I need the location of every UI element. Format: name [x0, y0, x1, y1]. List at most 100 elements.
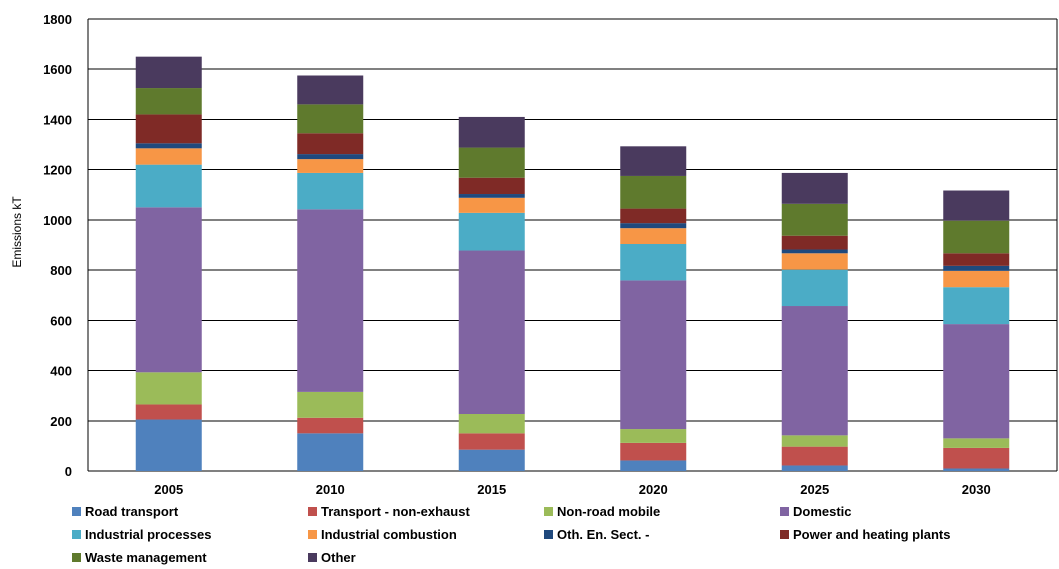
bar-segment — [781, 306, 848, 436]
y-tick-label: 800 — [50, 263, 72, 278]
legend-swatch — [308, 530, 317, 539]
y-tick-label: 400 — [50, 364, 72, 379]
bar-segment — [620, 223, 687, 229]
bar-segment — [135, 56, 202, 89]
axes — [87, 19, 1058, 471]
legend-label: Industrial combustion — [321, 527, 457, 542]
bar-segment — [943, 253, 1010, 266]
bar-segment — [620, 208, 687, 224]
bar-segment — [943, 438, 1010, 448]
bar-segment — [135, 207, 202, 373]
bar-segment — [781, 172, 848, 204]
legend-label: Transport - non-exhaust — [321, 504, 470, 519]
bar-segment — [620, 460, 687, 471]
bar-segment — [297, 433, 364, 471]
bar-segment — [781, 446, 848, 466]
bar-segment — [943, 468, 1010, 471]
bar-segment — [620, 175, 687, 209]
bar-segment — [135, 114, 202, 144]
y-tick-label: 1200 — [43, 163, 72, 178]
bar-segment — [620, 280, 687, 430]
legend-swatch — [72, 553, 81, 562]
x-tick-label: 2020 — [639, 482, 668, 497]
bar-segment — [781, 435, 848, 447]
bar-segment — [458, 177, 525, 195]
bar-segment — [297, 391, 364, 418]
y-tick-label: 1800 — [43, 12, 72, 27]
y-tick-label: 0 — [65, 464, 72, 479]
bar-segment — [458, 194, 525, 198]
bar-segment — [297, 172, 364, 210]
y-tick-label: 1400 — [43, 112, 72, 127]
bar-segment — [781, 249, 848, 254]
bar-segment — [458, 449, 525, 471]
y-tick-label: 1000 — [43, 213, 72, 228]
bar-segment — [943, 287, 1010, 325]
bar-segment — [297, 209, 364, 392]
bar-segment — [135, 143, 202, 149]
bar-segment — [943, 190, 1010, 221]
x-tick-label: 2025 — [800, 482, 829, 497]
y-tick-label: 1600 — [43, 62, 72, 77]
bar-segment — [135, 419, 202, 471]
bar-segment — [297, 159, 364, 173]
bar-segment — [781, 269, 848, 307]
bar-segment — [620, 146, 687, 176]
bar-segment — [458, 250, 525, 414]
legend-swatch — [72, 507, 81, 516]
bar-segment — [943, 447, 1010, 469]
bar-segment — [458, 147, 525, 178]
legend-label: Oth. En. Sect. - — [557, 527, 649, 542]
bar-segment — [458, 212, 525, 251]
bar-segment — [620, 429, 687, 443]
legend-swatch — [544, 530, 553, 539]
bar-segment — [943, 220, 1010, 254]
gridlines — [88, 18, 1057, 472]
legend-swatch — [544, 507, 553, 516]
legend-label: Non-road mobile — [557, 504, 660, 519]
bar-segment — [135, 164, 202, 208]
legend-swatch — [780, 507, 789, 516]
x-tick-label: 2010 — [316, 482, 345, 497]
bar-segment — [297, 154, 364, 160]
bar-segment — [297, 104, 364, 134]
legend-swatch — [308, 553, 317, 562]
x-tick-label: 2030 — [962, 482, 991, 497]
bar-segment — [135, 404, 202, 420]
legend-label: Road transport — [85, 504, 179, 519]
legend-label: Other — [321, 550, 356, 565]
bar-segment — [620, 243, 687, 281]
x-tick-labels: 2005 2010 2015 2020 2025 2030 — [154, 482, 990, 497]
bar-segment — [297, 417, 364, 434]
bar-segment — [943, 324, 1010, 439]
bar-segment — [135, 148, 202, 165]
bar-segment — [620, 442, 687, 461]
bar-segment — [135, 88, 202, 115]
x-tick-label: 2015 — [477, 482, 506, 497]
legend-swatch — [780, 530, 789, 539]
y-axis-title: Emissions kT — [10, 196, 24, 268]
bar-segment — [458, 433, 525, 450]
bar-segment — [458, 413, 525, 434]
bar-segment — [620, 228, 687, 244]
bar-segment — [135, 372, 202, 405]
legend: Road transport Transport - non-exhaust Non… — [72, 504, 950, 565]
bars — [135, 56, 1010, 471]
y-tick-label: 600 — [50, 313, 72, 328]
bar-segment — [781, 235, 848, 250]
legend-swatch — [308, 507, 317, 516]
bar-segment — [297, 133, 364, 155]
bar-segment — [943, 270, 1010, 288]
bar-segment — [943, 265, 1010, 271]
bar-segment — [781, 253, 848, 270]
bar-segment — [458, 197, 525, 213]
y-tick-labels: 0 200 400 600 800 1000 1200 1400 1600 1800 — [43, 12, 72, 479]
bar-segment — [297, 75, 364, 105]
bar-segment — [781, 203, 848, 236]
legend-label: Domestic — [793, 504, 852, 519]
legend-label: Industrial processes — [85, 527, 211, 542]
x-tick-label: 2005 — [154, 482, 183, 497]
bar-segment — [781, 465, 848, 471]
legend-label: Waste management — [85, 550, 207, 565]
